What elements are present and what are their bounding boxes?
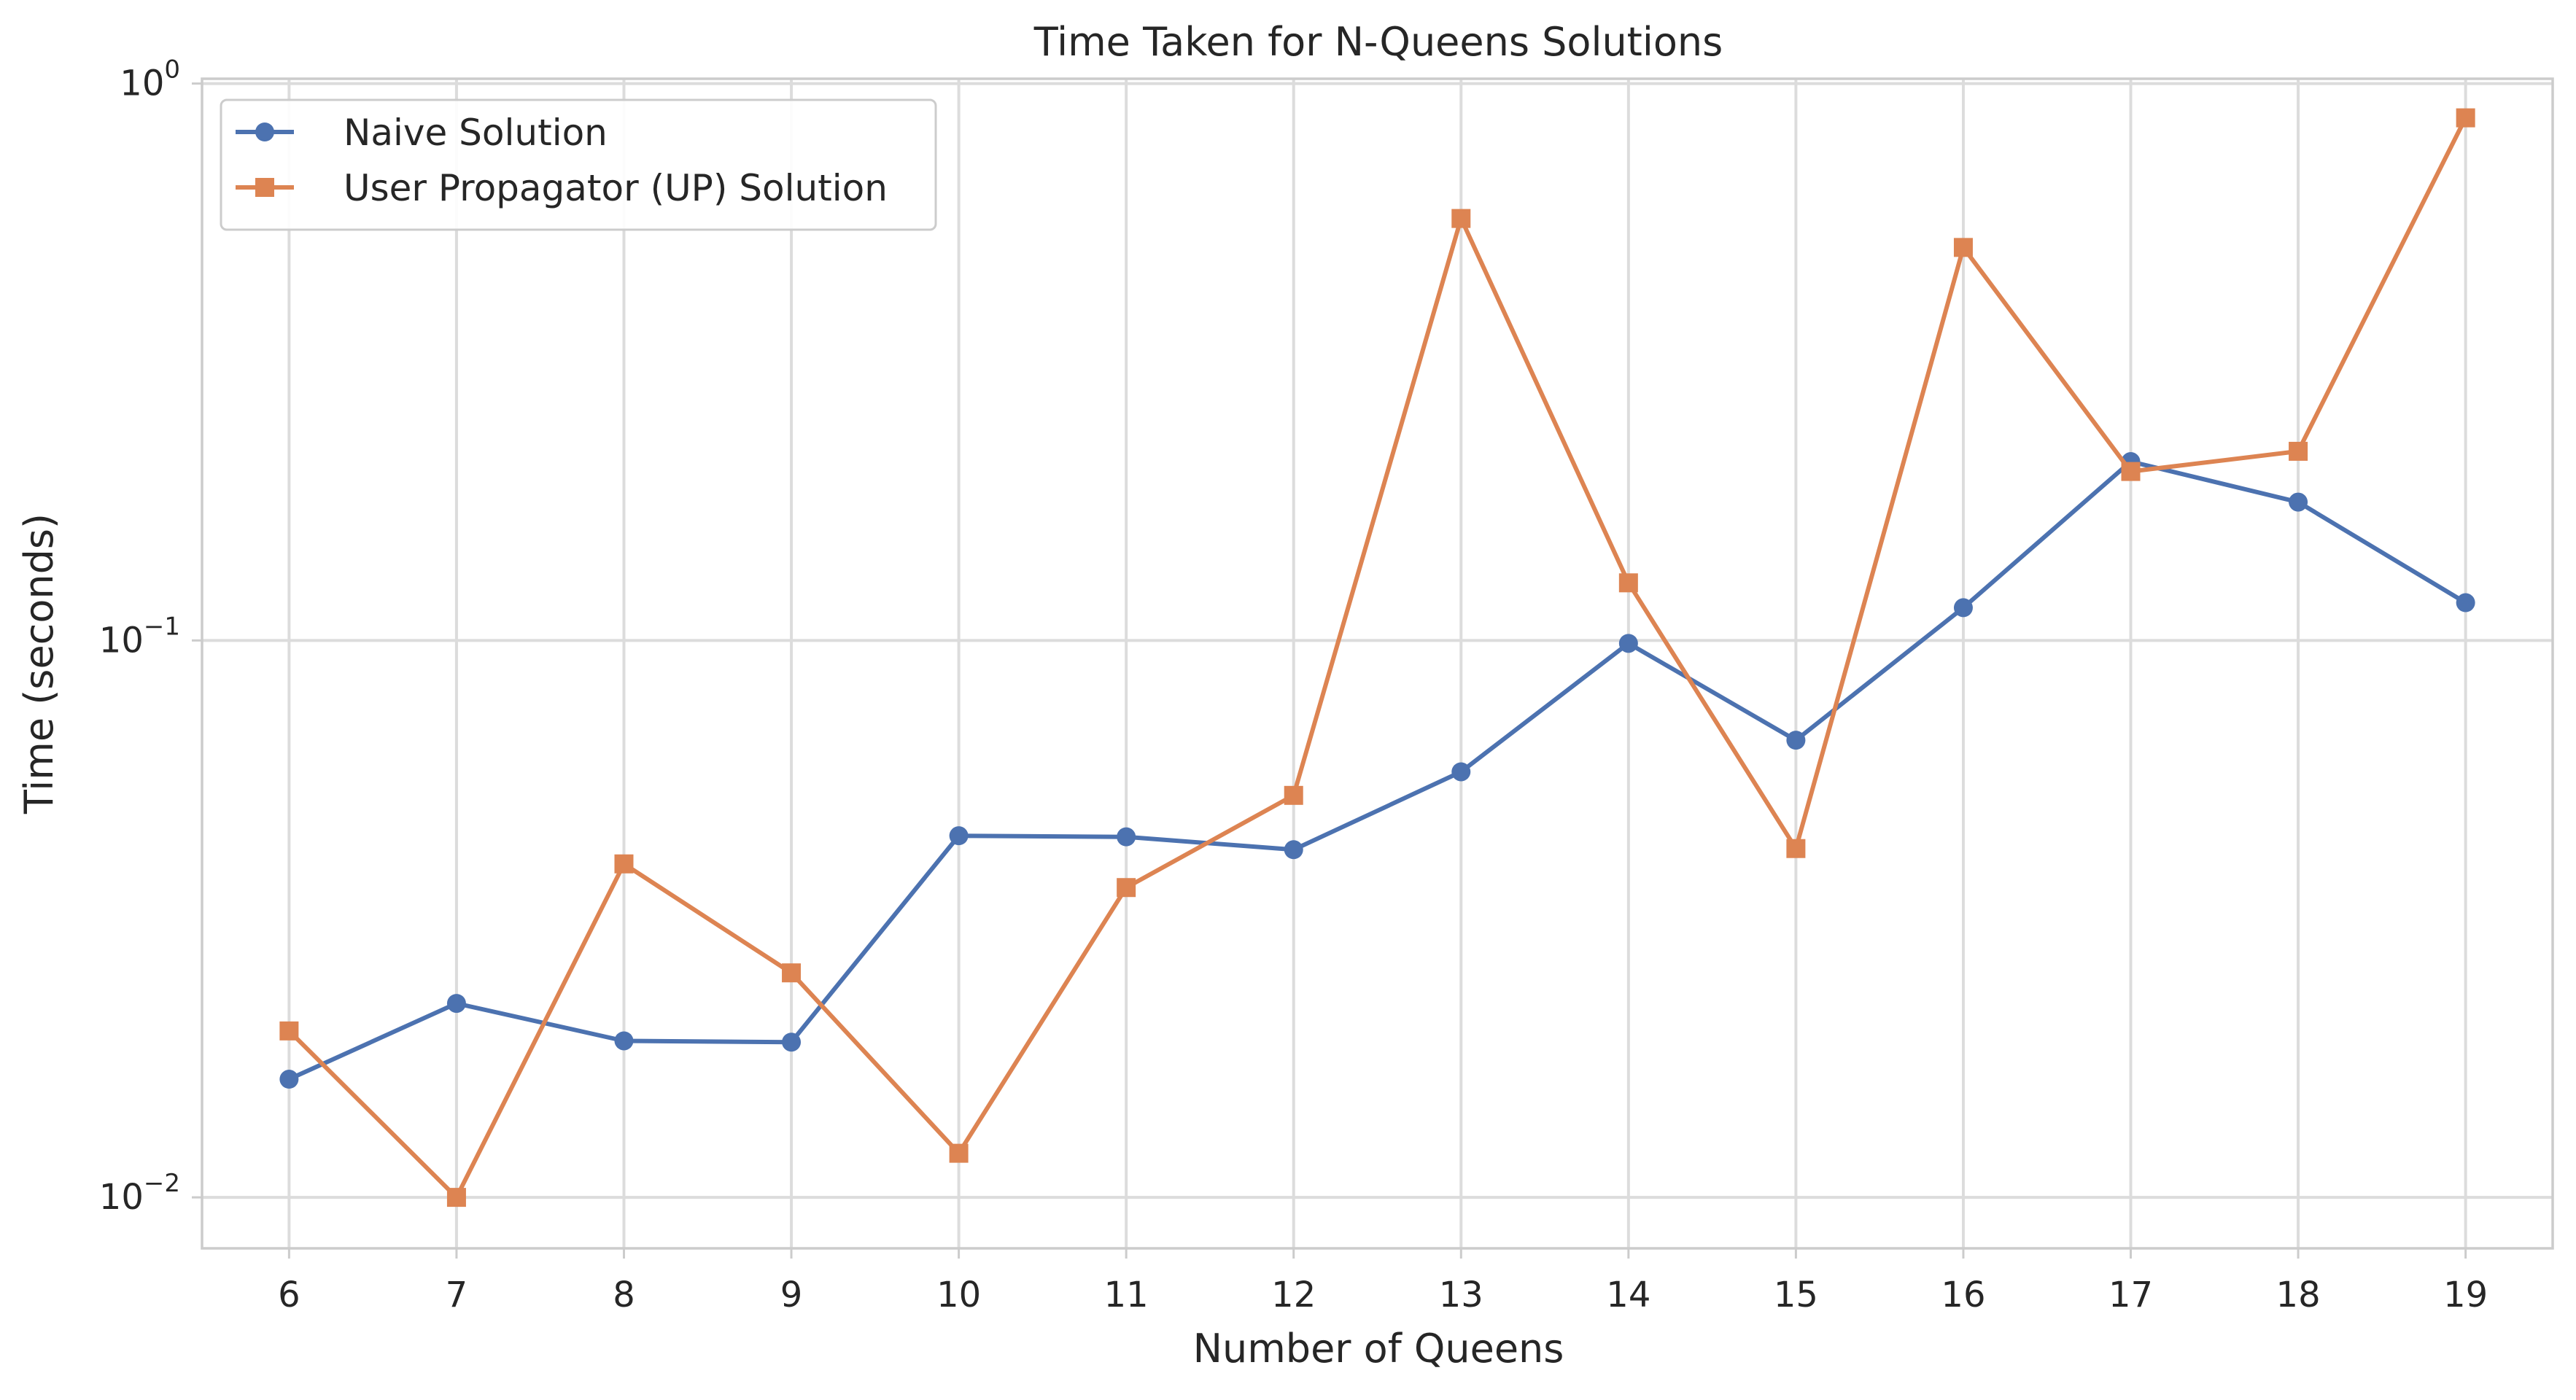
data-point xyxy=(1786,839,1806,858)
y-axis-label: Time (seconds) xyxy=(16,513,62,814)
data-point xyxy=(614,854,634,874)
series-2 xyxy=(279,108,2475,1208)
data-point xyxy=(782,1032,802,1052)
data-point xyxy=(1618,634,1638,653)
legend-marker xyxy=(255,122,274,141)
data-point xyxy=(446,994,466,1014)
x-tick-label: 7 xyxy=(446,1275,468,1315)
plot-frame xyxy=(201,77,2554,1250)
x-tick-label: 19 xyxy=(2443,1275,2488,1315)
grid-layer xyxy=(202,79,2553,1248)
data-point xyxy=(1284,840,1303,860)
legend-label: Naive Solution xyxy=(344,112,608,154)
y-tick-label: 10−2 xyxy=(99,1169,180,1218)
data-point xyxy=(1451,209,1471,228)
x-tick-label: 10 xyxy=(936,1275,981,1315)
legend-marker xyxy=(255,178,274,197)
data-point xyxy=(1618,573,1638,593)
data-point xyxy=(1451,762,1471,782)
x-tick-label: 17 xyxy=(2108,1275,2153,1315)
data-point xyxy=(2456,108,2475,128)
data-point xyxy=(279,1021,299,1041)
data-point xyxy=(2289,492,2308,512)
legend-item: Naive Solution xyxy=(236,112,608,154)
data-point xyxy=(614,1031,634,1051)
x-tick-label: 11 xyxy=(1104,1275,1149,1315)
data-point xyxy=(279,1070,299,1089)
chart-title: Time Taken for N-Queens Solutions xyxy=(1033,19,1723,65)
x-tick-label: 12 xyxy=(1271,1275,1316,1315)
series-1 xyxy=(279,452,2475,1089)
data-point xyxy=(2121,462,2141,481)
x-tick-label: 6 xyxy=(278,1275,300,1315)
legend-item: User Propagator (UP) Solution xyxy=(236,167,888,209)
data-point xyxy=(446,1188,466,1208)
x-tick-label: 13 xyxy=(1439,1275,1483,1315)
y-tick-label: 100 xyxy=(120,55,180,104)
data-point xyxy=(1284,785,1303,805)
x-tick-label: 8 xyxy=(613,1275,635,1315)
series-line xyxy=(287,117,2468,1200)
series-layer xyxy=(279,108,2475,1208)
x-tick-label: 18 xyxy=(2276,1275,2321,1315)
data-point xyxy=(2456,593,2475,612)
data-point xyxy=(1786,731,1806,750)
x-tick-label: 16 xyxy=(1941,1275,1985,1315)
x-tick-label: 9 xyxy=(780,1275,803,1315)
data-point xyxy=(2289,441,2308,461)
data-point xyxy=(1117,878,1136,898)
data-point xyxy=(949,826,969,846)
x-axis-label: Number of Queens xyxy=(1193,1326,1564,1372)
legend-label: User Propagator (UP) Solution xyxy=(344,167,888,209)
legend: Naive Solution User Propagator (UP) Solut… xyxy=(220,98,937,231)
series-line xyxy=(288,459,2467,1081)
x-tick-label: 14 xyxy=(1606,1275,1650,1315)
data-point xyxy=(1953,598,1973,618)
x-tick-label: 15 xyxy=(1774,1275,1818,1315)
data-point xyxy=(949,1143,969,1163)
legend-box xyxy=(220,98,937,231)
data-point xyxy=(1953,238,1973,257)
y-tick-label: 10−1 xyxy=(99,612,180,661)
data-point xyxy=(782,963,802,983)
data-point xyxy=(1117,827,1136,847)
